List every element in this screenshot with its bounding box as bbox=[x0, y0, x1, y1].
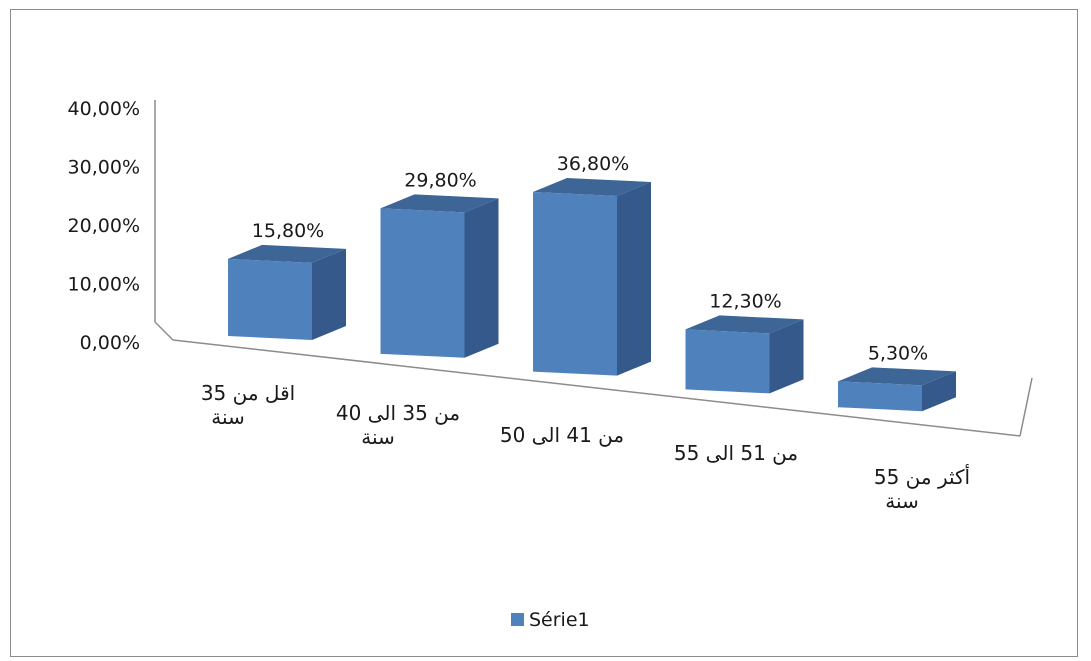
bar bbox=[533, 178, 651, 376]
bar bbox=[685, 315, 804, 394]
bar bbox=[380, 194, 499, 358]
data-label: 15,80% bbox=[252, 220, 324, 242]
bar-front-face bbox=[685, 329, 770, 394]
bar-front-face bbox=[228, 258, 312, 340]
floor-left-edge bbox=[154, 321, 174, 341]
category-label: من 35 الى 40 bbox=[336, 401, 460, 425]
legend: Série1 bbox=[511, 609, 590, 631]
category-label: اقل من 35 bbox=[201, 381, 295, 405]
category-label: سنة bbox=[361, 425, 395, 449]
bar-top-face bbox=[685, 315, 804, 334]
bar-front-face bbox=[380, 208, 465, 358]
legend-label: Série1 bbox=[529, 609, 590, 631]
y-tick-label: 40,00% bbox=[68, 98, 140, 120]
legend-swatch bbox=[511, 613, 524, 626]
category-label: أكثر من 55 bbox=[874, 464, 970, 489]
floor-front-edge bbox=[172, 339, 1021, 437]
y-tick-label: 30,00% bbox=[68, 157, 140, 179]
bars-layer bbox=[228, 178, 956, 412]
data-label: 5,30% bbox=[868, 342, 928, 364]
bar-front-face bbox=[838, 381, 922, 412]
bar-side-face bbox=[464, 198, 499, 358]
data-label: 36,80% bbox=[557, 153, 629, 175]
bar-top-face bbox=[228, 244, 346, 263]
bar-front-face bbox=[533, 192, 617, 376]
bar-side-face bbox=[769, 319, 804, 394]
data-label: 29,80% bbox=[404, 169, 476, 191]
labels-layer: 15,80%29,80%36,80%12,30%5,30%اقل من 35سن… bbox=[201, 153, 970, 513]
bar-side-face bbox=[617, 182, 651, 376]
axes-layer: 0,00% 10,00% 20,00% 30,00% 40,00% bbox=[68, 98, 1033, 437]
y-tick-label: 0,00% bbox=[80, 332, 140, 354]
bar-side-face bbox=[312, 248, 346, 340]
category-label: من 41 الى 50 bbox=[500, 423, 624, 447]
bar bbox=[838, 367, 956, 412]
category-label: سنة bbox=[211, 405, 245, 429]
bar-top-face bbox=[533, 178, 651, 197]
y-tick-label: 20,00% bbox=[68, 215, 140, 237]
floor-right-edge bbox=[1019, 377, 1033, 437]
bar-top-face bbox=[380, 194, 499, 213]
data-label: 12,30% bbox=[709, 290, 781, 312]
bar-side-face bbox=[922, 371, 956, 412]
category-label: من 51 الى 55 bbox=[674, 441, 798, 465]
category-label: سنة bbox=[885, 489, 919, 513]
y-tick-label: 10,00% bbox=[68, 274, 140, 296]
bar bbox=[228, 244, 346, 340]
bar-top-face bbox=[838, 367, 956, 386]
